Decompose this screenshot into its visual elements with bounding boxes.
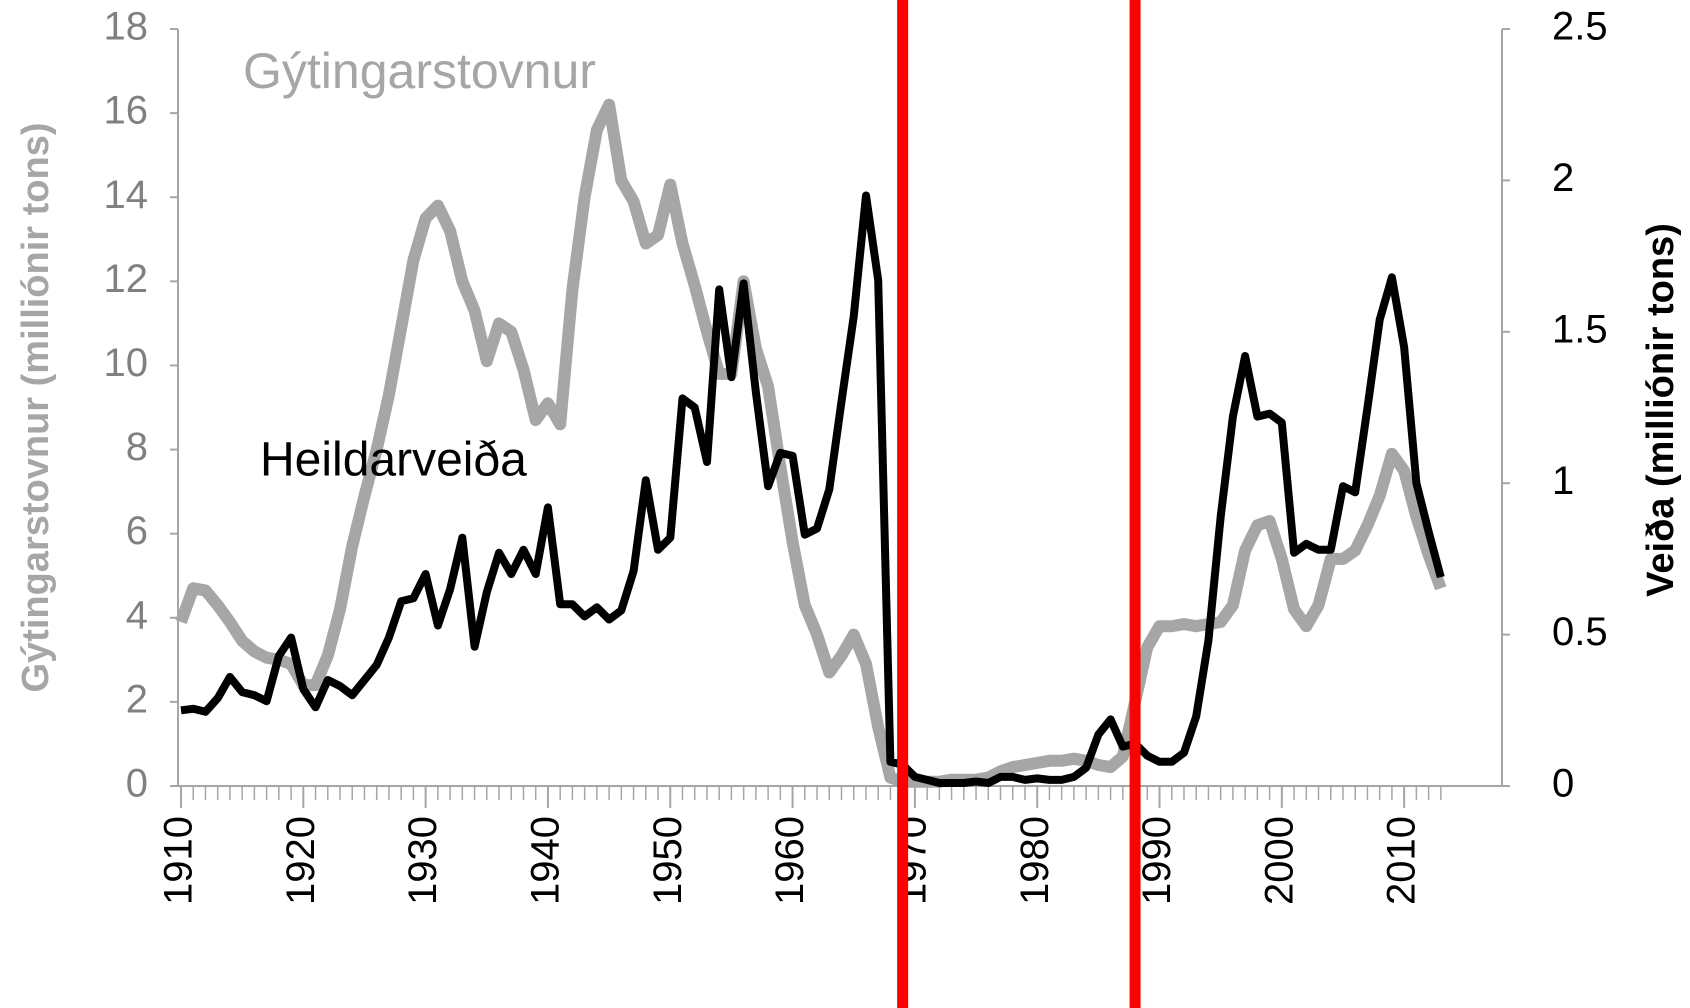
x-tick-label: 1990 <box>1135 816 1179 905</box>
y2-axis-label: Veiða (milliónir tons) <box>1640 223 1682 597</box>
y-tick-label: 14 <box>104 173 149 217</box>
x-tick-label: 1960 <box>768 816 812 905</box>
y-tick-label: 16 <box>104 89 149 133</box>
x-tick-label: 1970 <box>890 816 934 905</box>
y-tick-label: 4 <box>126 593 148 637</box>
x-tick-label: 1980 <box>1013 816 1057 905</box>
x-tick-label: 1930 <box>401 816 445 905</box>
y2-tick-label: 0 <box>1552 762 1574 806</box>
x-tick-label: 1910 <box>157 816 201 905</box>
data-line <box>175 98 1447 788</box>
y-axis-label: Gýtingarstovnur (milliónir tons) <box>15 122 57 692</box>
y-tick-label: 6 <box>126 509 148 553</box>
y-tick-label: 2 <box>126 677 148 721</box>
y2-tick-label: 0.5 <box>1552 610 1608 654</box>
y2-tick-label: 1 <box>1552 459 1574 503</box>
x-tick-label: 1940 <box>524 816 568 905</box>
annotation: Heildarveiða <box>260 434 527 487</box>
x-tick-label: 1920 <box>279 816 323 905</box>
y-tick-label: 8 <box>126 425 148 469</box>
y-tick-label: 0 <box>126 762 148 806</box>
annotation: Gýtingarstovnur <box>243 43 596 99</box>
y2-tick-label: 1.5 <box>1552 307 1608 351</box>
y-tick-label: 10 <box>104 341 149 385</box>
x-tick-label: 1950 <box>646 816 690 905</box>
data-line <box>180 191 1445 787</box>
y-tick-label: 18 <box>104 5 149 49</box>
y2-tick-label: 2 <box>1552 156 1574 200</box>
y-tick-label: 12 <box>104 257 149 301</box>
y2-tick-label: 2.5 <box>1552 5 1608 49</box>
x-tick-label: 2000 <box>1257 816 1301 905</box>
x-tick-label: 2010 <box>1380 816 1424 905</box>
